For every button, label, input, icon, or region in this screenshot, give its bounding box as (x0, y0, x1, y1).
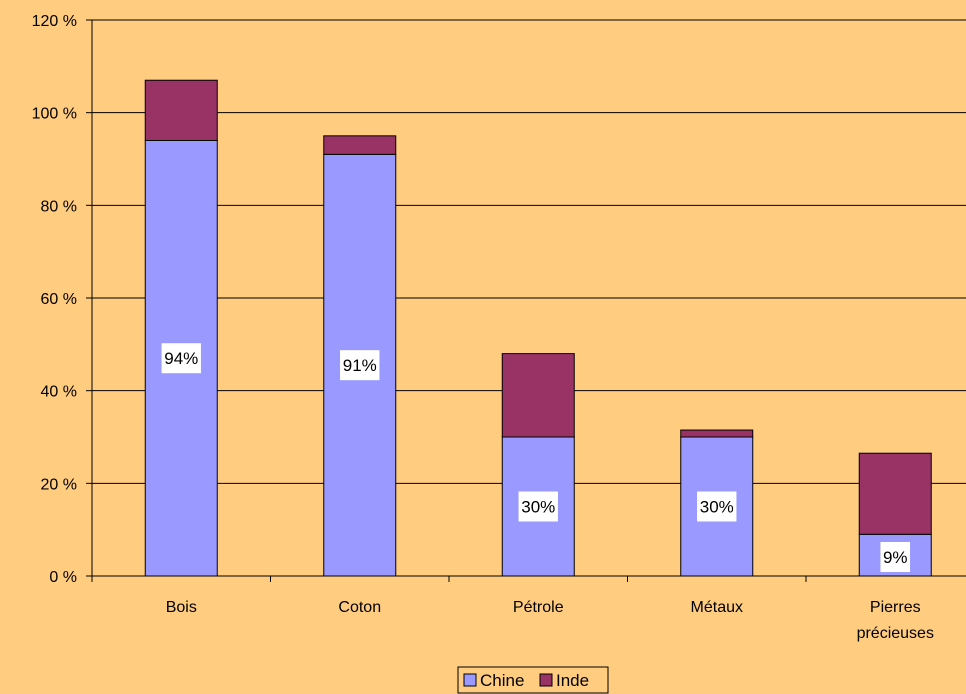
data-label: 30% (700, 498, 734, 517)
axis-layer: 0 % 20 % 40 % 60 % 80 % 100 % 120 % Bois Coton Pé… (32, 13, 966, 642)
bar-inde-2 (501, 353, 575, 438)
bar-inde-0 (144, 79, 218, 141)
legend-box (457, 666, 609, 694)
y-tick-label: 60 % (41, 291, 77, 308)
x-tick-label: Bois (166, 599, 197, 616)
x-tick-label: Coton (338, 599, 381, 616)
x-tick-label: Métaux (691, 599, 743, 616)
x-tick-label: précieuses (857, 625, 934, 642)
data-label-box (880, 542, 911, 572)
labels-layer: 94% 91% 30% 30% 9% (161, 343, 911, 572)
x-tick-label: Pétrole (513, 599, 564, 616)
legend-label-inde: Inde (556, 671, 589, 690)
y-tick-label: 80 % (41, 198, 77, 215)
x-tick-label: Pierres (870, 599, 921, 616)
y-tick-label: 0 % (49, 569, 77, 586)
y-tick-label: 120 % (32, 13, 77, 30)
data-label-box (340, 350, 380, 381)
data-label: 91% (343, 356, 377, 375)
y-tick-label: 20 % (41, 476, 77, 493)
data-label-box (161, 343, 201, 374)
legend-label-chine: Chine (480, 671, 524, 690)
data-label: 94% (164, 349, 198, 368)
data-label: 30% (521, 498, 555, 517)
data-label: 9% (883, 548, 908, 567)
legend-swatch-chine (463, 673, 477, 687)
y-tick-label: 100 % (32, 106, 77, 123)
grid-layer (92, 19, 966, 484)
y-tick-label: 40 % (41, 384, 77, 401)
legend: Chine Inde (457, 666, 609, 694)
data-label-box (518, 491, 558, 522)
data-label-box (697, 491, 737, 522)
legend-swatch-inde (539, 673, 553, 687)
bar-inde-1 (323, 135, 397, 155)
bar-inde-3 (680, 429, 754, 438)
bar-inde-4 (858, 452, 932, 535)
bars-layer (144, 79, 932, 577)
